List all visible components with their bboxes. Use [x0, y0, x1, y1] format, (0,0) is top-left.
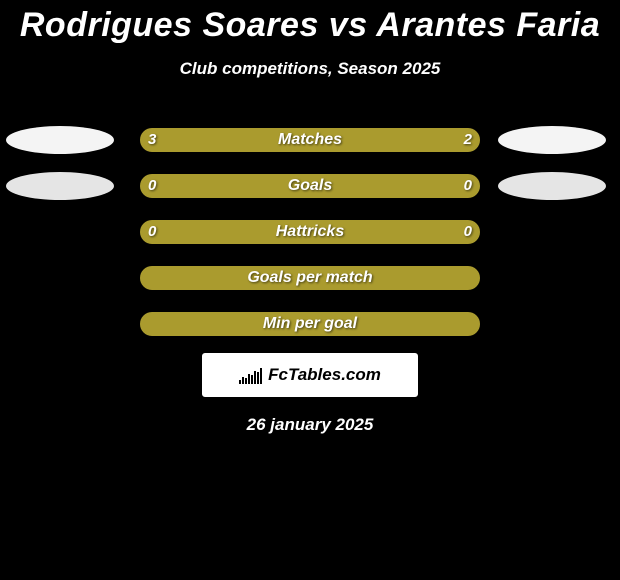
stat-row-goals-per-match: Goals per match: [0, 255, 620, 301]
player1-blob: [6, 126, 114, 154]
stat-label: Goals: [140, 174, 480, 198]
stat-value-left: 0: [148, 174, 156, 198]
stat-row-matches: 3 Matches 2: [0, 117, 620, 163]
fctables-logo[interactable]: FcTables.com: [202, 353, 418, 397]
logo-text: FcTables.com: [268, 365, 381, 385]
logo-chart-icon: [239, 366, 262, 384]
stat-value-left: 0: [148, 220, 156, 244]
stats-container: 3 Matches 2 0 Goals 0 0 Hattricks 0 Goal…: [0, 117, 620, 347]
stat-label: Min per goal: [140, 312, 480, 336]
snapshot-date: 26 january 2025: [0, 415, 620, 435]
stat-label: Hattricks: [140, 220, 480, 244]
page-subtitle: Club competitions, Season 2025: [0, 59, 620, 79]
stat-label: Matches: [140, 128, 480, 152]
stat-row-hattricks: 0 Hattricks 0: [0, 209, 620, 255]
stat-row-min-per-goal: Min per goal: [0, 301, 620, 347]
player1-blob: [6, 172, 114, 200]
stat-row-goals: 0 Goals 0: [0, 163, 620, 209]
page-title: Rodrigues Soares vs Arantes Faria: [0, 0, 620, 45]
player2-blob: [498, 172, 606, 200]
player2-blob: [498, 126, 606, 154]
stat-label: Goals per match: [140, 266, 480, 290]
stat-value-left: 3: [148, 128, 156, 152]
stat-value-right: 0: [464, 174, 472, 198]
stat-value-right: 2: [464, 128, 472, 152]
stat-value-right: 0: [464, 220, 472, 244]
